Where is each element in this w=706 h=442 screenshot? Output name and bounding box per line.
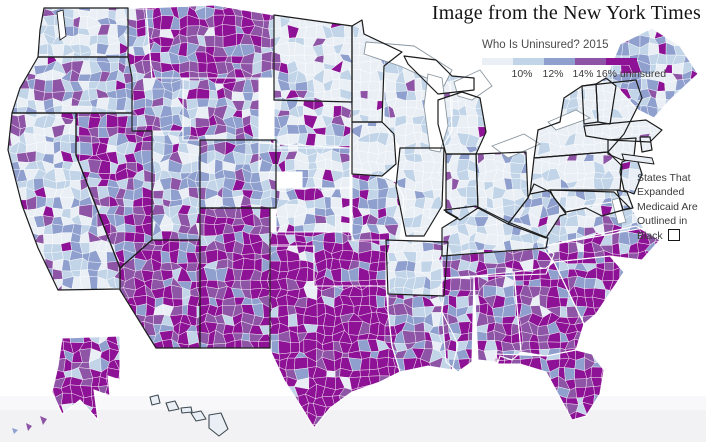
state-border-GA (513, 261, 585, 357)
long-island (621, 153, 655, 165)
legend-swatch (575, 58, 606, 65)
expanded-outline-MA (583, 119, 663, 143)
expanded-outline-NM (199, 207, 271, 349)
legend-swatch (606, 58, 637, 65)
expanded-outline-NY (533, 79, 643, 159)
medicaid-note: States That Expanded Medicaid Are Outlin… (637, 171, 706, 243)
expanded-outline-MI (437, 91, 487, 155)
state-border-FL (495, 349, 605, 421)
medicaid-note-line: Outlined in (637, 215, 688, 228)
hawaii-maui (190, 410, 207, 422)
legend-tick-16: 16% uninsured (596, 68, 667, 80)
medicaid-note-line: Black (637, 228, 706, 243)
legend-title: Who Is Uninsured? 2015 (482, 39, 609, 51)
state-AL (474, 272, 521, 362)
state-KS (276, 188, 350, 232)
hawaii-kauai (149, 394, 161, 406)
legend-color-bar (482, 58, 637, 65)
expanded-outline-IA (351, 121, 397, 177)
legend-swatch (482, 58, 513, 65)
lake-ontario (547, 109, 592, 131)
page-title: Image from the New York Times (431, 2, 701, 24)
expanded-outline-DE (616, 189, 634, 211)
state-border-LA (387, 293, 459, 373)
black-outline-swatch (667, 228, 680, 241)
state-NM (200, 208, 270, 348)
legend-swatch (544, 58, 575, 65)
aleutian-island-2 (26, 423, 32, 431)
footer-band-soft (0, 396, 706, 410)
hawaii-molokai (180, 406, 193, 414)
state-border-ME (605, 27, 699, 119)
expanded-outline-MIU (403, 55, 475, 95)
expanded-outline-AR (385, 239, 449, 297)
state-WA (38, 8, 128, 57)
legend: Who Is Uninsured? 2015 10% 12% 14% 16% u… (482, 39, 666, 81)
hawaii-oahu (165, 400, 180, 412)
expanded-outline-KY (441, 205, 549, 257)
state-MO (352, 174, 404, 240)
medicaid-note-line: States That (637, 172, 691, 184)
lake-erie (491, 133, 541, 159)
legend-ticks: 10% 12% 14% 16% uninsured (482, 68, 666, 81)
legend-tick-14: 14% (572, 68, 594, 80)
state-UT (152, 131, 200, 240)
aleutian-island-1 (40, 416, 47, 425)
legend-tick-10: 10% (511, 68, 533, 80)
legend-swatch (513, 58, 544, 65)
state-border-TX (269, 245, 401, 429)
medicaid-note-line: Expanded (637, 186, 685, 199)
expanded-outline-CO (199, 139, 277, 209)
state-border-AK (51, 335, 121, 422)
expanded-outline-MD (549, 189, 631, 217)
puget-sound (56, 9, 67, 41)
legend-tick-12: 12% (542, 68, 564, 80)
state-AR (386, 240, 448, 296)
footer-band (0, 410, 706, 442)
state-WY (183, 78, 259, 140)
expanded-outline-NH (595, 77, 617, 125)
expanded-outline-NV (75, 112, 153, 269)
expanded-outline-RI (639, 136, 653, 153)
medicaid-note-line: Medicaid Are (637, 200, 698, 213)
expanded-outline-IN (445, 153, 479, 221)
aleutian-island-3 (12, 428, 18, 434)
hawaii-big-island (208, 412, 229, 437)
